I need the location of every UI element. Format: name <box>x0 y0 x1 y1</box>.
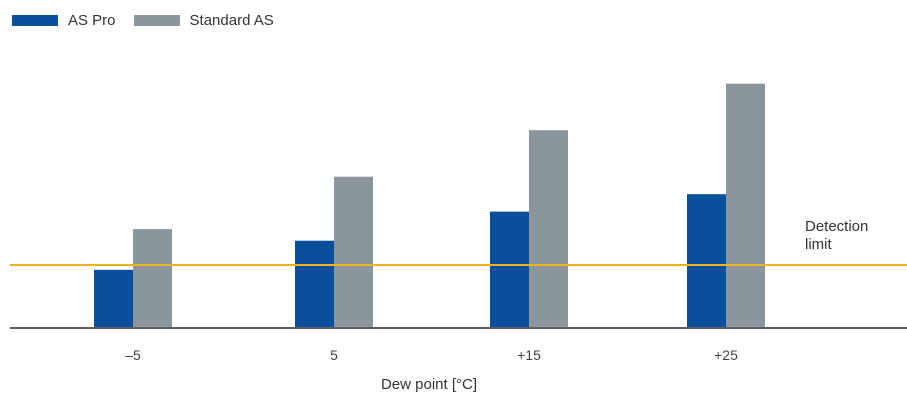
bar-as-pro-2 <box>490 211 529 328</box>
legend-swatch-as-pro <box>12 15 58 26</box>
legend-swatch-standard-as <box>133 15 180 26</box>
bar-standard-as-3 <box>726 83 765 329</box>
bar-as-pro-0 <box>94 269 133 328</box>
x-tick-label-0: –5 <box>125 347 141 363</box>
bar-as-pro-3 <box>687 194 726 328</box>
legend-label-as-pro: AS Pro <box>68 12 116 29</box>
bar-as-pro-1 <box>295 240 334 328</box>
x-tick-label-3: +25 <box>714 347 738 363</box>
legend-label-standard-as: Standard AS <box>189 12 274 29</box>
x-axis-label: Dew point [°C] <box>381 376 477 393</box>
detection-limit-label-line2: limit <box>805 236 832 253</box>
legend: AS Pro Standard AS <box>12 12 274 29</box>
x-tick-label-1: 5 <box>330 347 338 363</box>
bar-standard-as-2 <box>529 130 568 328</box>
bar-standard-as-0 <box>133 229 172 328</box>
x-tick-labels: –5 5 +15 +25 <box>125 347 738 363</box>
bar-standard-as-1 <box>334 176 373 328</box>
x-tick-label-2: +15 <box>517 347 541 363</box>
bars-group <box>94 83 765 329</box>
legend-item-as-pro: AS Pro <box>12 12 116 29</box>
detection-limit-label-line1: Detection <box>805 218 868 235</box>
legend-item-standard-as: Standard AS <box>133 12 274 29</box>
